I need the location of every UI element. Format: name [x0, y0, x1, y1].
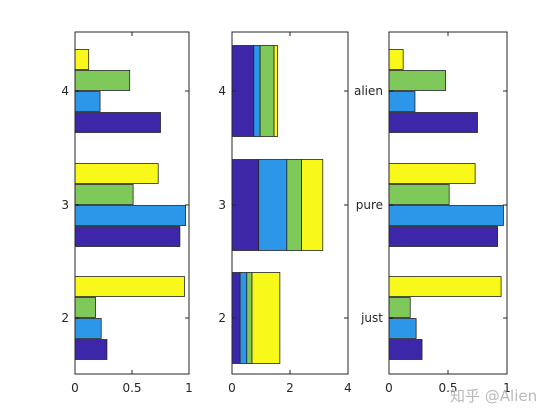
ytick-label-p1-0: 2 — [61, 311, 69, 325]
bar-p3-c2-s3 — [388, 49, 404, 70]
xtick-label-p2-1: 2 — [286, 381, 294, 395]
bar-p2-c1-s3 — [301, 159, 324, 251]
bar-p2-c1-s2 — [286, 159, 302, 251]
bar-p1-c0-s3 — [74, 276, 185, 297]
watermark: 知乎 @Alien — [450, 387, 538, 405]
bar-p2-c0-s2 — [246, 272, 253, 364]
bar-p1-c1-s2 — [74, 184, 134, 205]
bar-p2-c0-s3 — [251, 272, 281, 364]
bar-p2-c0-s1 — [239, 272, 248, 364]
xtick-label-p1-2: 1 — [185, 381, 193, 395]
bar-p1-c2-s0 — [74, 112, 161, 133]
bar-p2-c1-s1 — [258, 159, 288, 251]
ytick-label-p3-2: alien — [354, 84, 383, 98]
bar-p3-c2-s0 — [388, 112, 478, 133]
bar-p3-c1-s3 — [388, 163, 476, 184]
bar-p3-c0-s3 — [388, 276, 502, 297]
ytick-label-p2-0: 2 — [218, 311, 226, 325]
ytick-label-p1-2: 4 — [61, 84, 69, 98]
xtick-label-p2-0: 0 — [228, 381, 236, 395]
bar-p1-c1-s1 — [74, 205, 186, 226]
bar-p1-c1-s0 — [74, 226, 181, 247]
bar-p3-c1-s0 — [388, 226, 498, 247]
bar-p3-c0-s0 — [388, 339, 423, 360]
bar-p2-c1-s0 — [231, 159, 260, 251]
xtick-label-p3-1: 0.5 — [438, 381, 457, 395]
xtick-label-p1-1: 0.5 — [122, 381, 141, 395]
xtick-label-p3-0: 0 — [385, 381, 393, 395]
bar-p1-c2-s3 — [74, 49, 90, 70]
bar-p2-c2-s2 — [259, 45, 275, 137]
bar-p1-c0-s1 — [74, 318, 102, 339]
xtick-label-p2-2: 4 — [344, 381, 352, 395]
bar-p1-c2-s1 — [74, 91, 101, 112]
bar-p2-c2-s3 — [273, 45, 278, 137]
bar-p1-c0-s0 — [74, 339, 108, 360]
bar-p3-c1-s2 — [388, 184, 450, 205]
bar-p1-c1-s3 — [74, 163, 159, 184]
xtick-label-p1-0: 0 — [71, 381, 79, 395]
ytick-label-p3-0: just — [360, 311, 383, 325]
bar-p3-c0-s1 — [388, 318, 417, 339]
ytick-label-p3-1: pure — [356, 198, 383, 212]
bar-p1-c0-s2 — [74, 297, 96, 318]
bar-p1-c2-s2 — [74, 70, 131, 91]
bar-p3-c2-s2 — [388, 70, 447, 91]
bar-p3-c0-s2 — [388, 297, 411, 318]
bar-p3-c2-s1 — [388, 91, 416, 112]
ytick-label-p2-2: 4 — [218, 84, 226, 98]
ytick-label-p1-1: 3 — [61, 198, 69, 212]
bar-p2-c2-s1 — [253, 45, 261, 137]
xtick-label-p3-2: 1 — [503, 381, 511, 395]
ytick-label-p2-1: 3 — [218, 198, 226, 212]
bar-p3-c1-s1 — [388, 205, 504, 226]
